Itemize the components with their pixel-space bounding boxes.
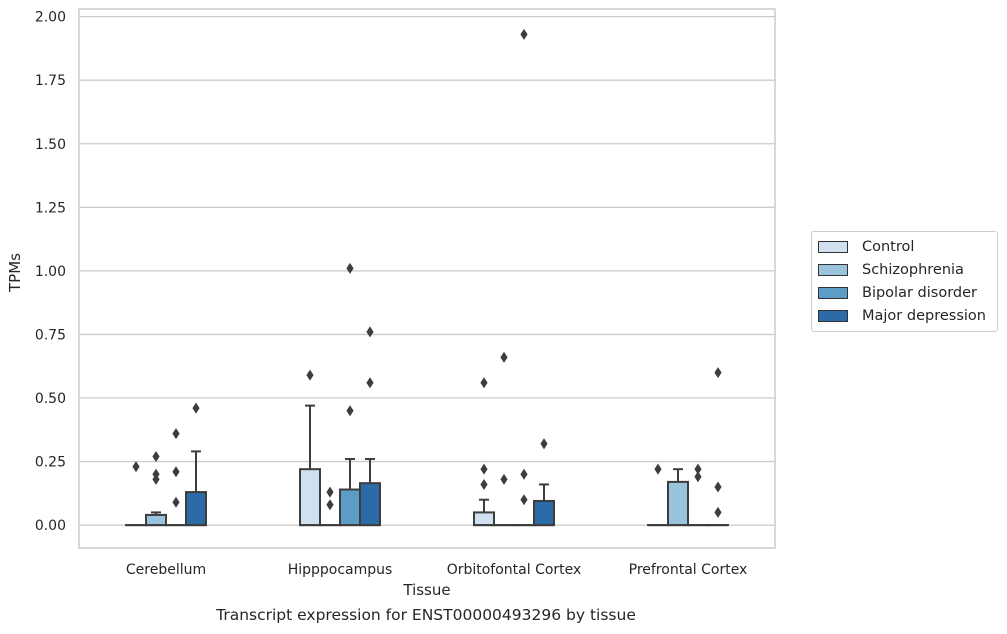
outlier-point [366, 377, 374, 389]
outlier-point [520, 494, 528, 506]
legend-label-control: Control [862, 238, 915, 255]
legend-label-schizophrenia: Schizophrenia [862, 261, 964, 278]
box-group [667, 468, 689, 527]
outlier-point [540, 438, 548, 450]
y-axis-label: TPMs [6, 253, 24, 293]
outlier-point [172, 496, 180, 508]
legend-item-schizophrenia: Schizophrenia [812, 258, 997, 281]
outlier-point [654, 463, 662, 475]
y-tick-label: 1.75 [35, 73, 66, 89]
outlier-point [346, 262, 354, 274]
outlier-point [306, 369, 314, 381]
y-tick-label: 0.00 [35, 518, 66, 534]
box-group [185, 450, 207, 527]
outlier-point [366, 326, 374, 338]
outlier-point [714, 481, 722, 493]
box-rect [299, 468, 321, 527]
legend-swatch-control [818, 240, 848, 253]
legend-item-major-depression: Major depression [812, 304, 997, 327]
y-tick-label: 0.75 [35, 327, 66, 343]
legend-label-major-depression: Major depression [862, 307, 986, 324]
outlier-point [520, 28, 528, 40]
grid-lines [79, 15, 775, 526]
x-tick-label: Cerebellum [126, 562, 206, 578]
outlier-point [326, 486, 334, 498]
x-tick-label: Prefrontal Cortex [629, 562, 748, 578]
outlier-point [714, 506, 722, 518]
outlier-point [520, 468, 528, 480]
y-tick-label: 0.25 [35, 455, 66, 471]
y-tick-label: 0.50 [35, 391, 66, 407]
box-group [299, 404, 321, 527]
box-rect [185, 491, 207, 527]
y-tick-labels: 0.00 0.25 0.50 0.75 1.00 1.25 1.50 1.75 2.00 [35, 10, 66, 534]
box-rect [145, 513, 167, 527]
legend-swatch-bipolar-disorder [818, 286, 848, 299]
y-tick-label: 1.25 [35, 200, 66, 216]
box-rect [533, 499, 555, 527]
box-group [473, 498, 495, 527]
outlier-point [694, 471, 702, 483]
plot-frame [78, 8, 776, 549]
x-tick-labels: Cerebellum Hipppocampus Orbitofontal Corte… [126, 562, 747, 578]
outlier-point [192, 402, 200, 414]
legend-label-bipolar-disorder: Bipolar disorder [862, 284, 977, 301]
legend: Control Schizophrenia Bipolar disorder M… [811, 231, 998, 332]
y-tick-label: 2.00 [35, 10, 66, 26]
x-tick-label: Orbitofontal Cortex [447, 562, 582, 578]
outlier-point [500, 473, 508, 485]
outlier-points [132, 28, 722, 518]
outlier-point [326, 499, 334, 511]
figure-caption: Transcript expression for ENST0000049329… [216, 606, 636, 624]
outlier-point [346, 405, 354, 417]
box-group [145, 511, 167, 527]
outlier-point [714, 367, 722, 379]
legend-item-bipolar-disorder: Bipolar disorder [812, 281, 997, 304]
box-rect [339, 488, 361, 527]
outlier-point [480, 377, 488, 389]
outlier-point [500, 351, 508, 363]
outlier-point [152, 450, 160, 462]
y-tick-label: 1.00 [35, 264, 66, 280]
outlier-point [480, 478, 488, 490]
outlier-point [172, 428, 180, 440]
outlier-point [694, 463, 702, 475]
outlier-point [172, 466, 180, 478]
box-rect [359, 482, 381, 527]
plot-boxes [125, 404, 729, 527]
outlier-point [132, 461, 140, 473]
box-group [533, 483, 555, 527]
legend-swatch-schizophrenia [818, 263, 848, 276]
legend-swatch-major-depression [818, 309, 848, 322]
box-rect [667, 480, 689, 527]
legend-item-control: Control [812, 235, 997, 258]
outlier-point [480, 463, 488, 475]
outlier-point [152, 473, 160, 485]
box-rect [473, 511, 495, 527]
box-group [359, 458, 381, 527]
y-tick-label: 1.50 [35, 137, 66, 153]
x-axis-label: Tissue [402, 581, 450, 599]
x-tick-label: Hipppocampus [288, 562, 393, 578]
box-group [339, 458, 361, 527]
